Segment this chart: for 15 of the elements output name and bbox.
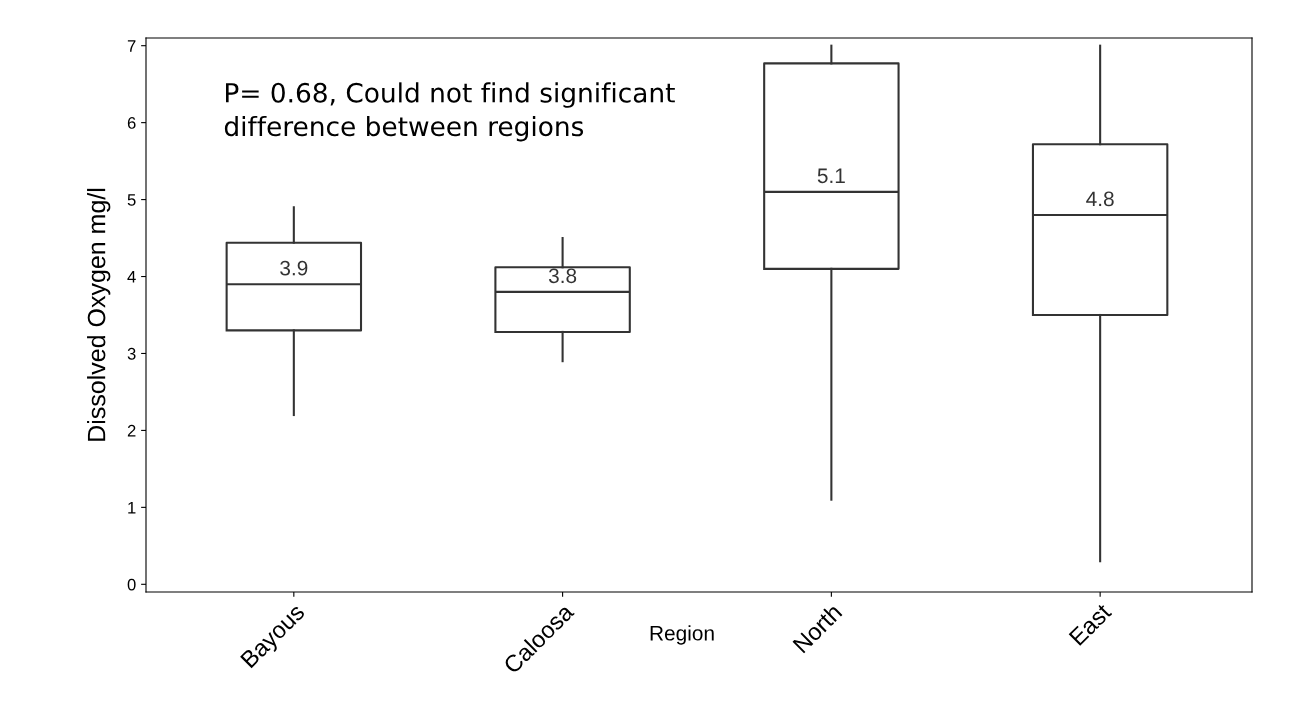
annotation: 4.8	[1086, 191, 1114, 207]
annotation: 5.1	[817, 168, 845, 184]
y-tick-label: 4	[127, 271, 136, 283]
annotation: P= 0.68, Could not find significant difference between regions	[224, 82, 675, 142]
y-tick-label: 5	[127, 194, 136, 206]
y-tick-label: 7	[127, 40, 136, 52]
x-axis-title: Region	[650, 625, 714, 645]
y-tick-label: 0	[127, 578, 136, 591]
y-tick-label: 2	[127, 424, 136, 437]
annotation: 3.8	[548, 268, 577, 284]
y-tick-label: 6	[127, 117, 136, 129]
y-tick-label: 1	[128, 501, 136, 514]
y-tick-label: 3	[127, 347, 136, 360]
y-axis-title: Dissolved Oxygen mg/l	[87, 188, 111, 441]
annotation: 3.9	[280, 260, 308, 276]
